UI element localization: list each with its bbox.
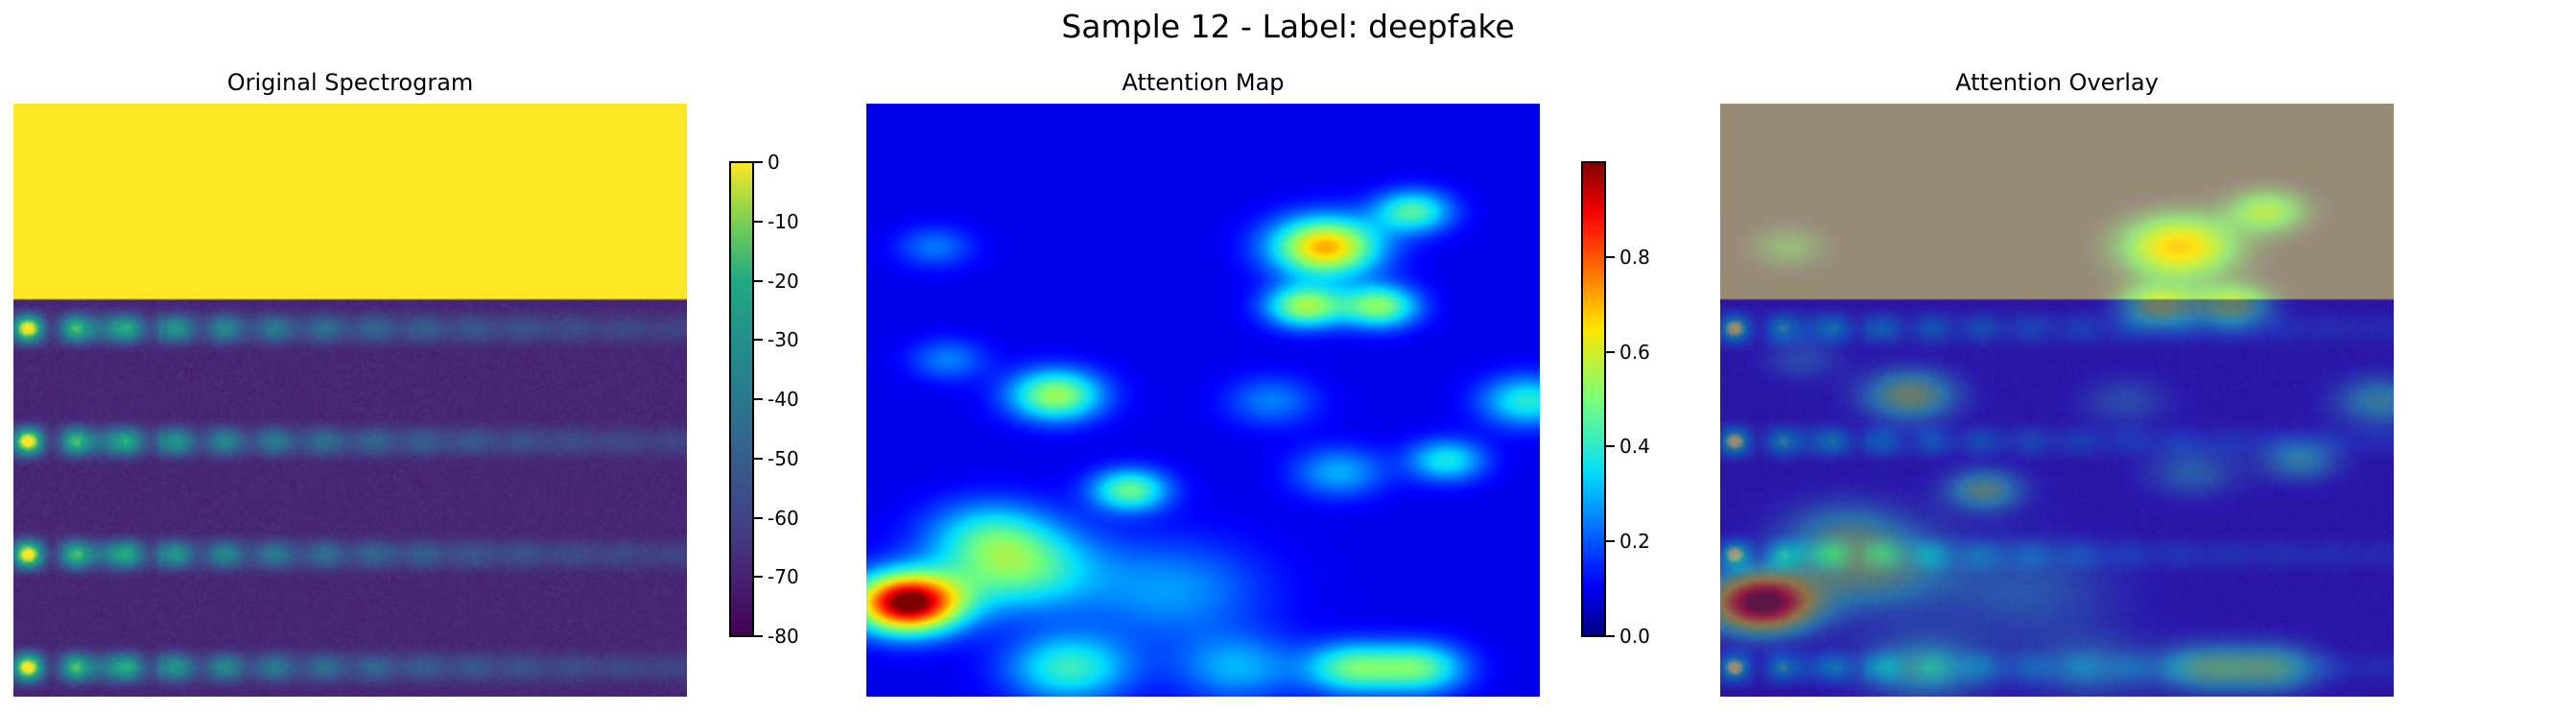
- attention-overlay-heatmap: [1720, 104, 2394, 697]
- colorbar-tick: [1606, 540, 1615, 543]
- colorbar-tick: [1606, 445, 1615, 448]
- colorbar-tick-label: 0.0: [1619, 625, 1650, 648]
- colorbar-tick-label: -70: [768, 565, 799, 589]
- colorbar-tick: [754, 220, 763, 223]
- panel-title-spectrogram: Original Spectrogram: [226, 69, 474, 96]
- colorbar-tick-label: -40: [768, 388, 799, 411]
- colorbar-tick: [1606, 350, 1615, 353]
- colorbar-tick-label: -80: [768, 625, 799, 648]
- colorbar-tick-label: 0.6: [1619, 340, 1650, 364]
- colorbar-tick-label: 0.2: [1619, 530, 1650, 554]
- attention-colorbar: [1581, 161, 1606, 637]
- colorbar-tick: [1606, 635, 1615, 637]
- colorbar-tick: [754, 279, 763, 282]
- attention-map-heatmap: [866, 104, 1540, 697]
- figure-title: Sample 12 - Label: deepfake: [1061, 8, 1515, 45]
- colorbar-tick: [754, 635, 763, 637]
- colorbar-tick: [754, 339, 763, 342]
- colorbar-tick: [754, 576, 763, 579]
- colorbar-tick: [754, 457, 763, 460]
- colorbar-tick-label: 0.4: [1619, 435, 1650, 459]
- colorbar-tick-label: -30: [768, 328, 799, 352]
- colorbar-tick: [1606, 255, 1615, 258]
- colorbar-tick-label: -50: [768, 446, 799, 470]
- spectrogram-heatmap: [13, 104, 687, 697]
- colorbar-tick-label: 0.8: [1619, 245, 1650, 269]
- panel-title-attention-overlay: Attention Overlay: [1955, 69, 2159, 96]
- colorbar-tick: [754, 161, 763, 163]
- colorbar-tick-label: 0: [768, 151, 780, 174]
- colorbar-tick-label: -60: [768, 506, 799, 530]
- spectrogram-colorbar: [729, 161, 754, 637]
- colorbar-tick-label: -10: [768, 209, 799, 233]
- colorbar-tick: [754, 516, 763, 519]
- panel-title-attention-map: Attention Map: [1122, 69, 1285, 96]
- colorbar-tick: [754, 398, 763, 400]
- colorbar-tick-label: -20: [768, 269, 799, 293]
